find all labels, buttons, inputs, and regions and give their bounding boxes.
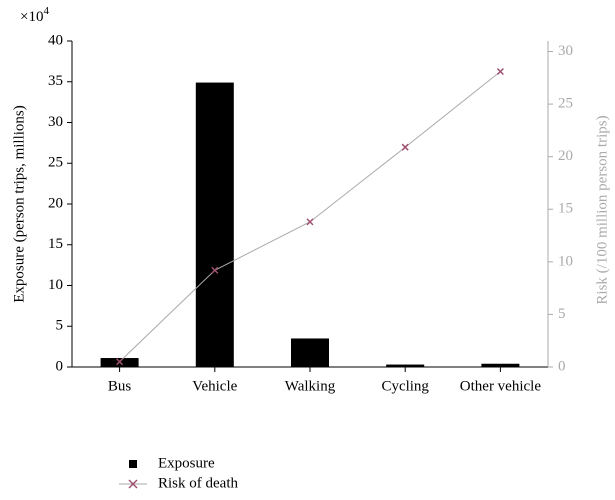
y2-tick-label: 10 [558, 253, 573, 269]
y2-tick-label: 15 [558, 201, 573, 217]
legend-marker [128, 479, 138, 489]
risk-line [119, 71, 501, 363]
multiplier-exponent: 4 [43, 5, 49, 17]
y-tick-label: 40 [48, 32, 63, 48]
line-marker [496, 67, 504, 76]
y2-tick-label: 5 [558, 306, 566, 322]
multiplier-base: ×10 [20, 9, 43, 25]
line-marker [306, 218, 314, 226]
bar [481, 363, 520, 367]
y-axis-label: Exposure (person trips, millions) [11, 105, 27, 302]
x-tick-label: Vehicle [192, 378, 237, 394]
bar [386, 364, 425, 367]
legend-label: Risk of death [158, 475, 238, 491]
y-tick-label: 0 [56, 358, 64, 374]
line-marker [116, 358, 124, 366]
y-tick-label: 10 [48, 277, 63, 293]
y-tick-label: 25 [48, 155, 63, 171]
axis-multiplier: ×104 [20, 5, 49, 26]
bar [195, 82, 234, 367]
line-marker [401, 143, 409, 151]
y-tick-label: 15 [48, 236, 63, 252]
y2-tick-label: 20 [558, 148, 573, 164]
x-tick-label: Other vehicle [460, 378, 542, 394]
x-tick-label: Bus [108, 378, 132, 394]
y2-tick-label: 0 [558, 358, 566, 374]
y-tick-label: 35 [48, 73, 63, 89]
line-marker [211, 266, 219, 274]
legend-label: Exposure [158, 455, 215, 471]
y2-tick-label: 25 [558, 96, 573, 112]
y-tick-label: 5 [56, 318, 64, 334]
bar [291, 338, 329, 367]
legend-swatch [129, 460, 137, 468]
x-tick-label: Cycling [381, 378, 429, 394]
y2-axis-label: Risk (/100 million person trips) [594, 115, 610, 304]
y-tick-label: 20 [48, 195, 63, 211]
y-tick-label: 30 [48, 114, 63, 130]
y2-tick-label: 30 [558, 43, 573, 59]
x-tick-label: Walking [285, 378, 336, 394]
